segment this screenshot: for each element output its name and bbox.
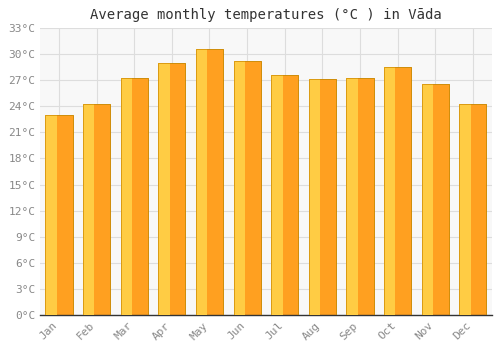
Bar — [460, 104, 470, 315]
Bar — [196, 49, 223, 315]
Bar — [309, 79, 336, 315]
Bar — [46, 115, 72, 315]
Bar — [158, 63, 170, 315]
Bar — [271, 75, 298, 315]
Bar — [46, 115, 57, 315]
Bar — [83, 104, 110, 315]
Bar — [422, 84, 433, 315]
Bar — [346, 78, 374, 315]
Bar — [83, 104, 94, 315]
Bar — [196, 49, 207, 315]
Bar — [196, 49, 223, 315]
Bar — [384, 67, 411, 315]
Bar — [346, 78, 374, 315]
Bar — [271, 75, 298, 315]
Bar — [422, 84, 449, 315]
Bar — [309, 79, 336, 315]
Bar — [158, 63, 186, 315]
Bar — [309, 79, 320, 315]
Bar — [120, 78, 132, 315]
Bar — [46, 115, 72, 315]
Bar — [460, 104, 486, 315]
Bar — [120, 78, 148, 315]
Bar — [384, 67, 396, 315]
Bar — [234, 61, 245, 315]
Bar — [158, 63, 186, 315]
Title: Average monthly temperatures (°C ) in Vāda: Average monthly temperatures (°C ) in Vā… — [90, 8, 442, 22]
Bar — [120, 78, 148, 315]
Bar — [384, 67, 411, 315]
Bar — [346, 78, 358, 315]
Bar — [422, 84, 449, 315]
Bar — [271, 75, 282, 315]
Bar — [234, 61, 260, 315]
Bar — [83, 104, 110, 315]
Bar — [234, 61, 260, 315]
Bar — [460, 104, 486, 315]
